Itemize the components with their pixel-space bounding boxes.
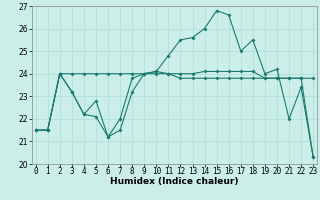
X-axis label: Humidex (Indice chaleur): Humidex (Indice chaleur) [110, 177, 239, 186]
